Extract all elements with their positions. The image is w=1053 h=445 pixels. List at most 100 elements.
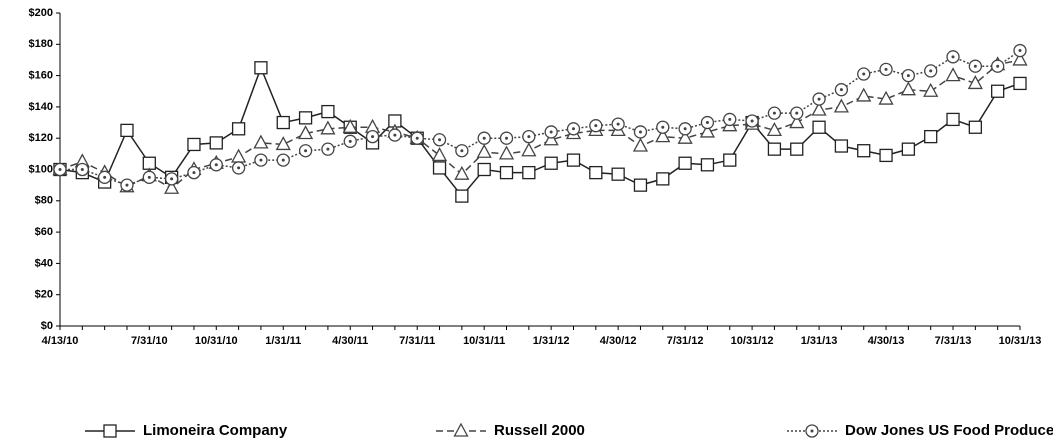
x-tick-label: 4/13/10 — [42, 335, 79, 347]
x-tick-label: 7/31/10 — [131, 335, 168, 347]
data-point — [342, 118, 358, 133]
data-point-dot — [683, 127, 687, 131]
data-point — [253, 134, 269, 149]
data-point-dot — [259, 158, 263, 162]
data-point-dot — [505, 136, 509, 140]
data-point-dot — [884, 67, 888, 71]
data-point-dot — [929, 69, 933, 73]
data-point-dot — [571, 127, 575, 131]
data-point — [432, 161, 447, 175]
data-point — [187, 137, 201, 152]
data-point — [522, 165, 536, 180]
data-point-dot — [839, 88, 843, 92]
y-tick-label: $0 — [41, 320, 53, 332]
data-point-dot — [125, 183, 129, 187]
x-tick-label: 1/31/11 — [265, 335, 301, 347]
data-point-dot — [237, 166, 241, 170]
data-point-dot — [638, 130, 642, 134]
data-point-dot — [661, 125, 665, 129]
data-point-dot — [594, 124, 598, 128]
data-point — [589, 165, 603, 180]
y-tick-label: $40 — [35, 257, 53, 269]
data-point-dot — [728, 117, 732, 121]
data-point-dot — [549, 130, 553, 134]
x-tick-label: 7/31/12 — [667, 335, 704, 347]
data-point-dot — [460, 149, 464, 153]
data-point — [611, 167, 625, 181]
data-point-dot — [304, 149, 308, 153]
data-point — [991, 84, 1005, 98]
data-point — [700, 158, 715, 172]
data-point — [120, 123, 134, 138]
x-tick-label: 10/31/12 — [731, 335, 774, 347]
data-point — [856, 87, 872, 102]
data-point — [298, 111, 313, 125]
data-point-dot — [973, 64, 977, 68]
data-point-dot — [80, 168, 84, 171]
data-point — [655, 128, 671, 143]
y-tick-label: $200 — [29, 7, 53, 19]
y-tick-label: $160 — [29, 70, 53, 82]
data-point-dot — [170, 177, 174, 181]
data-point — [766, 122, 783, 137]
data-point-dot — [906, 74, 910, 78]
y-tick-label: $120 — [29, 132, 53, 144]
data-point — [276, 115, 290, 130]
data-point-dot — [795, 111, 799, 115]
y-tick-label: $180 — [29, 38, 53, 50]
data-point — [566, 153, 581, 167]
legend-marker — [453, 422, 469, 437]
data-point — [254, 61, 268, 75]
y-tick-label: $100 — [29, 163, 53, 175]
data-point — [967, 75, 983, 90]
y-tick-label: $140 — [29, 101, 53, 113]
data-point — [946, 112, 960, 127]
data-point — [544, 156, 558, 170]
data-point — [924, 129, 938, 144]
data-point — [789, 114, 805, 129]
x-tick-label: 4/30/12 — [600, 335, 637, 347]
data-point-dot — [705, 121, 709, 125]
data-point — [923, 82, 939, 97]
legend-label: Limoneira Company — [143, 422, 288, 439]
legend-marker-dot — [810, 429, 814, 433]
y-tick-label: $80 — [35, 195, 53, 207]
x-tick-label: 7/31/13 — [935, 335, 972, 347]
data-point — [521, 142, 537, 157]
data-point — [656, 172, 670, 186]
data-point — [1013, 76, 1027, 91]
series-line — [59, 65, 1021, 198]
data-point — [231, 122, 246, 136]
data-point — [455, 189, 469, 203]
data-point — [1012, 51, 1028, 66]
data-point — [678, 156, 692, 170]
data-point — [231, 148, 247, 163]
data-point — [767, 142, 782, 156]
x-tick-label: 7/31/11 — [399, 335, 435, 347]
data-point-dot — [147, 175, 151, 179]
data-point — [834, 139, 849, 153]
data-point-dot — [281, 158, 285, 162]
legend-marker — [103, 424, 117, 438]
data-point — [454, 165, 470, 180]
x-tick-label: 1/31/13 — [801, 335, 838, 347]
legend-label: Russell 2000 — [494, 422, 585, 439]
data-point — [812, 120, 826, 134]
data-point — [811, 101, 827, 116]
data-point-dot — [393, 133, 397, 137]
y-tick-label: $60 — [35, 226, 53, 238]
data-point-dot — [103, 175, 107, 179]
data-point — [431, 147, 448, 162]
data-point — [543, 131, 559, 146]
data-point — [476, 143, 492, 158]
legend-label: Dow Jones US Food Producers — [845, 422, 1053, 439]
data-point — [498, 145, 515, 160]
x-tick-label: 10/31/13 — [999, 335, 1042, 347]
data-point — [945, 67, 961, 82]
data-point-dot — [862, 72, 866, 76]
data-point-dot — [214, 163, 218, 167]
data-point — [723, 153, 737, 167]
data-point-dot — [996, 64, 1000, 68]
data-point — [321, 104, 335, 119]
